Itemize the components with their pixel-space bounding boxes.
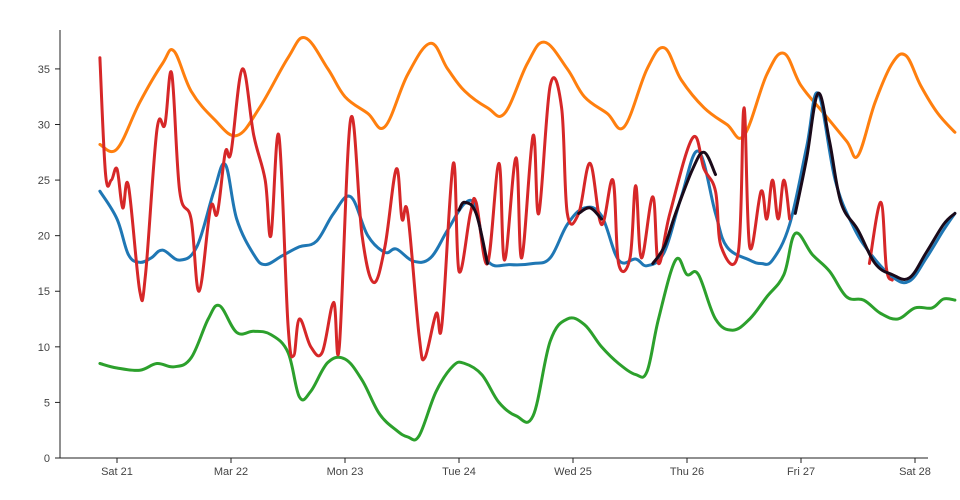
y-tick-label: 15 <box>38 286 50 298</box>
series-3-line <box>98 231 957 442</box>
plot-area <box>98 36 957 442</box>
x-tick-label: Thu 26 <box>670 466 704 478</box>
series-4-line-segment-2 <box>867 200 894 282</box>
x-tick-label: Tue 24 <box>442 466 476 478</box>
x-tick-label: Wed 25 <box>554 466 592 478</box>
series-1-line <box>98 36 957 159</box>
y-tick-label: 25 <box>38 175 50 187</box>
x-tick-label: Mar 22 <box>214 466 248 478</box>
series-5-line-segment-4 <box>793 91 957 281</box>
series-4-line-segment-1 <box>98 56 792 362</box>
series-5-line-segment-1 <box>457 200 489 265</box>
series-5-line-segment-2 <box>577 206 603 221</box>
y-tick-label: 20 <box>38 231 50 243</box>
y-tick-label: 35 <box>38 64 50 76</box>
y-tick-label: 30 <box>38 119 50 131</box>
series-5-line-segment-3 <box>651 150 717 265</box>
x-tick-label: Mon 23 <box>327 466 364 478</box>
x-tick-label: Sat 28 <box>899 466 931 478</box>
x-tick-label: Fri 27 <box>787 466 815 478</box>
y-tick-label: 0 <box>44 453 50 465</box>
y-tick-label: 5 <box>44 397 50 409</box>
x-tick-label: Sat 21 <box>101 466 133 478</box>
y-tick-label: 10 <box>38 342 50 354</box>
axes: 0 5 10 15 20 25 30 35 Sat 21 Mar 22 Mon 23 Tue 24 We… <box>38 30 931 478</box>
